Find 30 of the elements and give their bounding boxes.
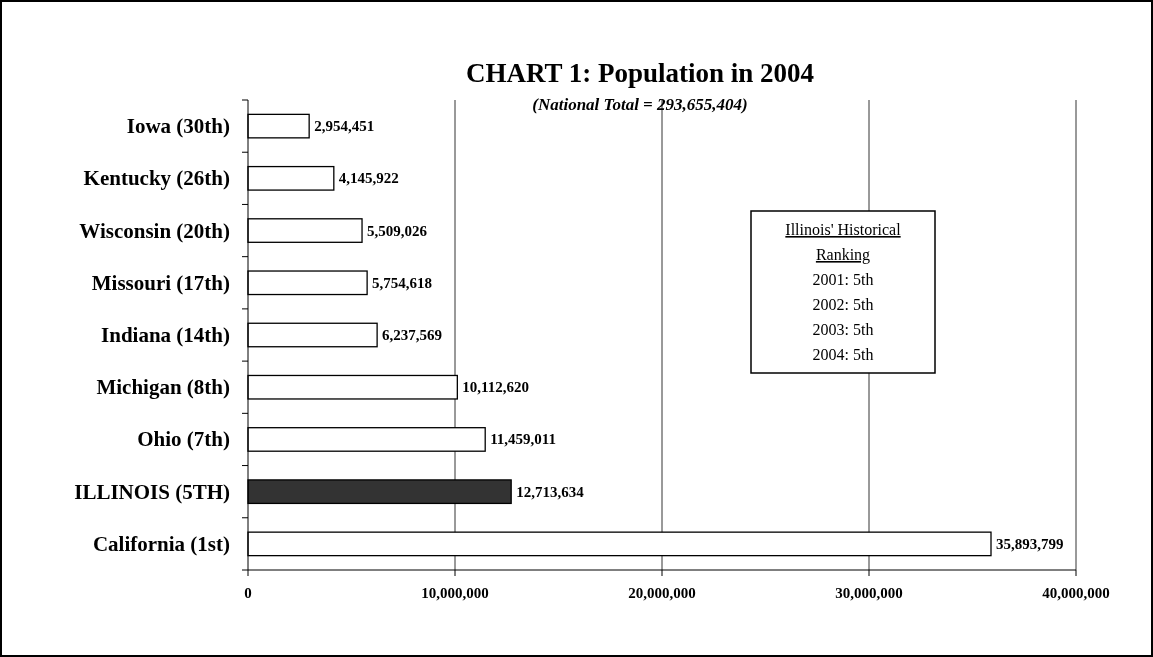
x-tick-label: 30,000,000 [835,585,903,601]
data-label: 4,145,922 [338,170,399,187]
annotation: Illinois' Historical Ranking [785,221,902,264]
y-tick-label: California (1st) [92,531,230,556]
x-tick-label: 20,000,000 [628,585,696,601]
x-tick-label: 10,000,000 [421,585,489,601]
data-label: 2,954,451 [314,118,375,135]
y-tick-label: ILLINOIS (5TH) [74,479,230,504]
data-label: 12,713,634 [516,483,585,500]
y-tick-label: Ohio (7th) [137,427,230,452]
data-label: 6,237,569 [382,327,443,343]
y-tick-label: Missouri (17th) [91,270,230,295]
chart-subtitle: (National Total = 293,655,404) [532,95,748,114]
data-label: 5,754,618 [372,274,433,291]
annotation: 2002: 5th [812,296,874,313]
y-tick-label: Wisconsin (20th) [79,218,230,243]
y-tick-label: Iowa (30th) [126,114,230,139]
y-tick-label: Indiana (14th) [101,323,231,347]
annotation: 2001: 5th [812,271,874,288]
data-label: 5,509,026 [367,222,428,239]
data-label: 35,893,799 [996,535,1064,552]
annotation: 2003: 5th [812,321,874,338]
y-tick-label: Kentucky (26th) [83,166,230,191]
x-tick-label: 40,000,000 [1042,585,1110,601]
data-label: 11,459,011 [490,431,557,448]
chart-title: CHART 1: Population in 2004 [465,58,815,88]
annotation: 2004: 5th [812,346,874,363]
y-tick-label: Michigan (8th) [96,375,231,400]
x-tick-label: 0 [244,585,252,601]
data-label: 10,112,620 [462,379,530,396]
